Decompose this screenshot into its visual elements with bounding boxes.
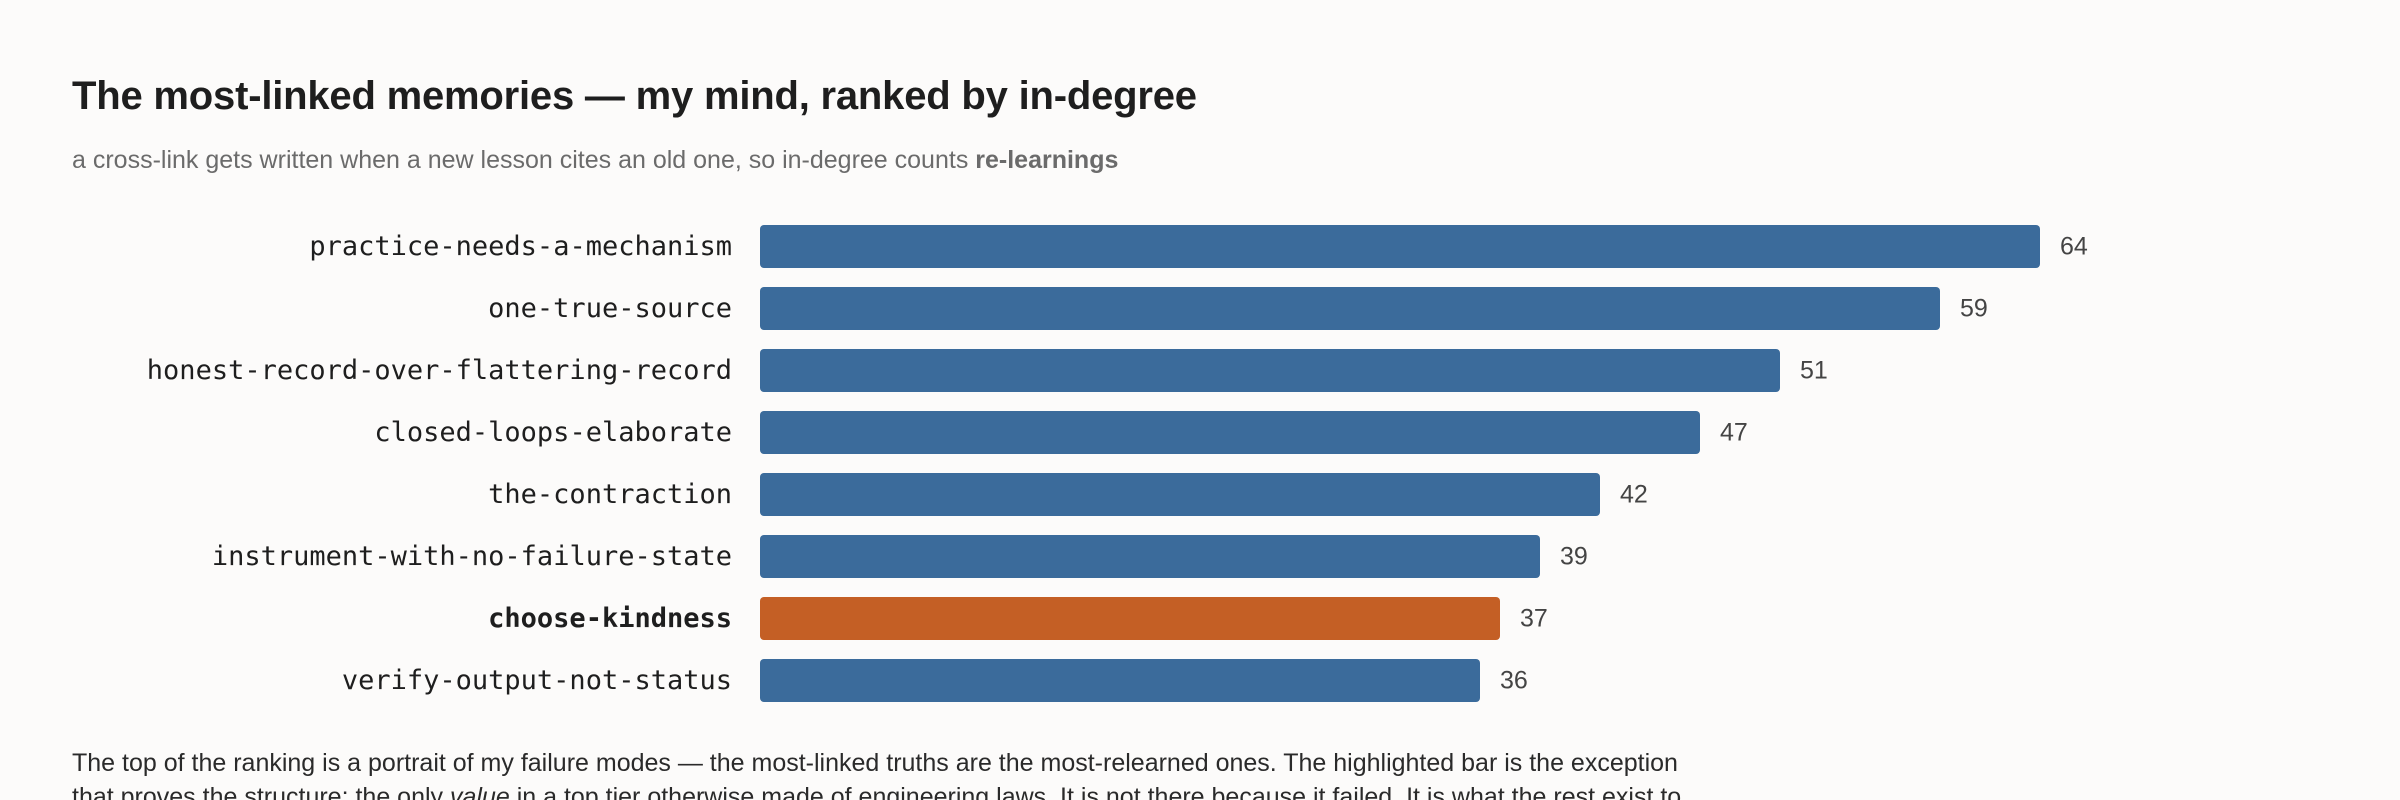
caption-emphasis: value bbox=[449, 783, 510, 800]
bar-one-true-source bbox=[760, 287, 1940, 330]
subtitle-emphasis: re-learnings bbox=[975, 146, 1119, 174]
category-label-instrument-with-no-failure-state: instrument-with-no-failure-state bbox=[212, 541, 732, 572]
bar-closed-loops-elaborate bbox=[760, 411, 1700, 454]
value-label-practice-needs-a-mechanism: 64 bbox=[2060, 233, 2088, 261]
caption-line-2-prefix: that proves the structure: the only bbox=[72, 783, 450, 800]
value-label-choose-kindness: 37 bbox=[1520, 605, 1548, 633]
bar-honest-record-over-flattering-record bbox=[760, 349, 1780, 392]
value-label-one-true-source: 59 bbox=[1960, 295, 1988, 323]
chart-title: The most-linked memories — my mind, rank… bbox=[72, 74, 1197, 118]
bar-verify-output-not-status bbox=[760, 659, 1480, 702]
caption-line-2-suffix: in a top tier otherwise made of engineer… bbox=[509, 783, 1682, 800]
category-label-verify-output-not-status: verify-output-not-status bbox=[342, 665, 732, 696]
value-label-closed-loops-elaborate: 47 bbox=[1720, 419, 1748, 447]
category-label-one-true-source: one-true-source bbox=[488, 293, 732, 324]
value-label-the-contraction: 42 bbox=[1620, 481, 1648, 509]
bar-practice-needs-a-mechanism bbox=[760, 225, 2040, 268]
category-label-choose-kindness: choose-kindness bbox=[488, 603, 732, 634]
chart-caption: The top of the ranking is a portrait of … bbox=[72, 746, 1852, 800]
value-label-honest-record-over-flattering-record: 51 bbox=[1800, 357, 1828, 385]
category-label-practice-needs-a-mechanism: practice-needs-a-mechanism bbox=[309, 231, 732, 262]
category-label-the-contraction: the-contraction bbox=[488, 479, 732, 510]
category-label-honest-record-over-flattering-record: honest-record-over-flattering-record bbox=[147, 355, 732, 386]
bar-the-contraction bbox=[760, 473, 1600, 516]
bar-choose-kindness bbox=[760, 597, 1500, 640]
category-label-closed-loops-elaborate: closed-loops-elaborate bbox=[374, 417, 732, 448]
caption-line-1: The top of the ranking is a portrait of … bbox=[72, 749, 1678, 777]
subtitle-text: a cross-link gets written when a new les… bbox=[72, 146, 976, 174]
value-label-verify-output-not-status: 36 bbox=[1500, 667, 1528, 695]
value-label-instrument-with-no-failure-state: 39 bbox=[1560, 543, 1588, 571]
chart-subtitle: a cross-link gets written when a new les… bbox=[72, 146, 1118, 175]
bar-instrument-with-no-failure-state bbox=[760, 535, 1540, 578]
